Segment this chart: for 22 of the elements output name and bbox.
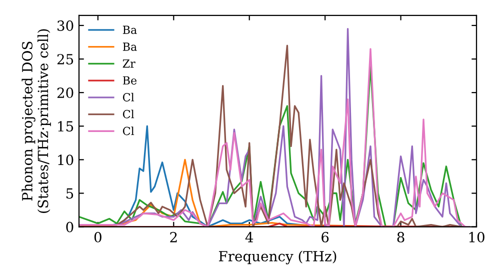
y-tick-label: 20	[57, 88, 74, 98]
y-tick-label: 30	[58, 20, 74, 31]
legend-label: Ba	[122, 42, 137, 51]
y-tick-label: 5	[66, 188, 74, 199]
legend-label: Cl	[122, 110, 134, 118]
legend-label: Be	[122, 76, 137, 85]
y-tick-label: 25	[57, 54, 74, 64]
legend-label: Cl	[122, 92, 134, 102]
x-tick-label: 2	[170, 232, 177, 242]
legend-label: Ba	[122, 26, 137, 34]
y-tick-label: 10	[58, 154, 74, 166]
legend-label: Cl	[122, 126, 134, 136]
x-tick-label: 10	[469, 232, 484, 242]
x-tick-label: 4	[245, 232, 254, 242]
x-tick-label: 8	[397, 232, 404, 242]
x-tick-label: 6	[322, 232, 329, 242]
y-tick-label: 15	[58, 121, 74, 132]
y-tick-label: 0	[66, 222, 74, 232]
y-axis-title: Phonon projected DOS (States/THz·primitive cell)	[22, 29, 51, 213]
x-tick-label: 0	[94, 232, 102, 242]
x-axis-title: Frequency (THz)	[218, 250, 336, 264]
legend-label: Zr	[122, 59, 136, 68]
